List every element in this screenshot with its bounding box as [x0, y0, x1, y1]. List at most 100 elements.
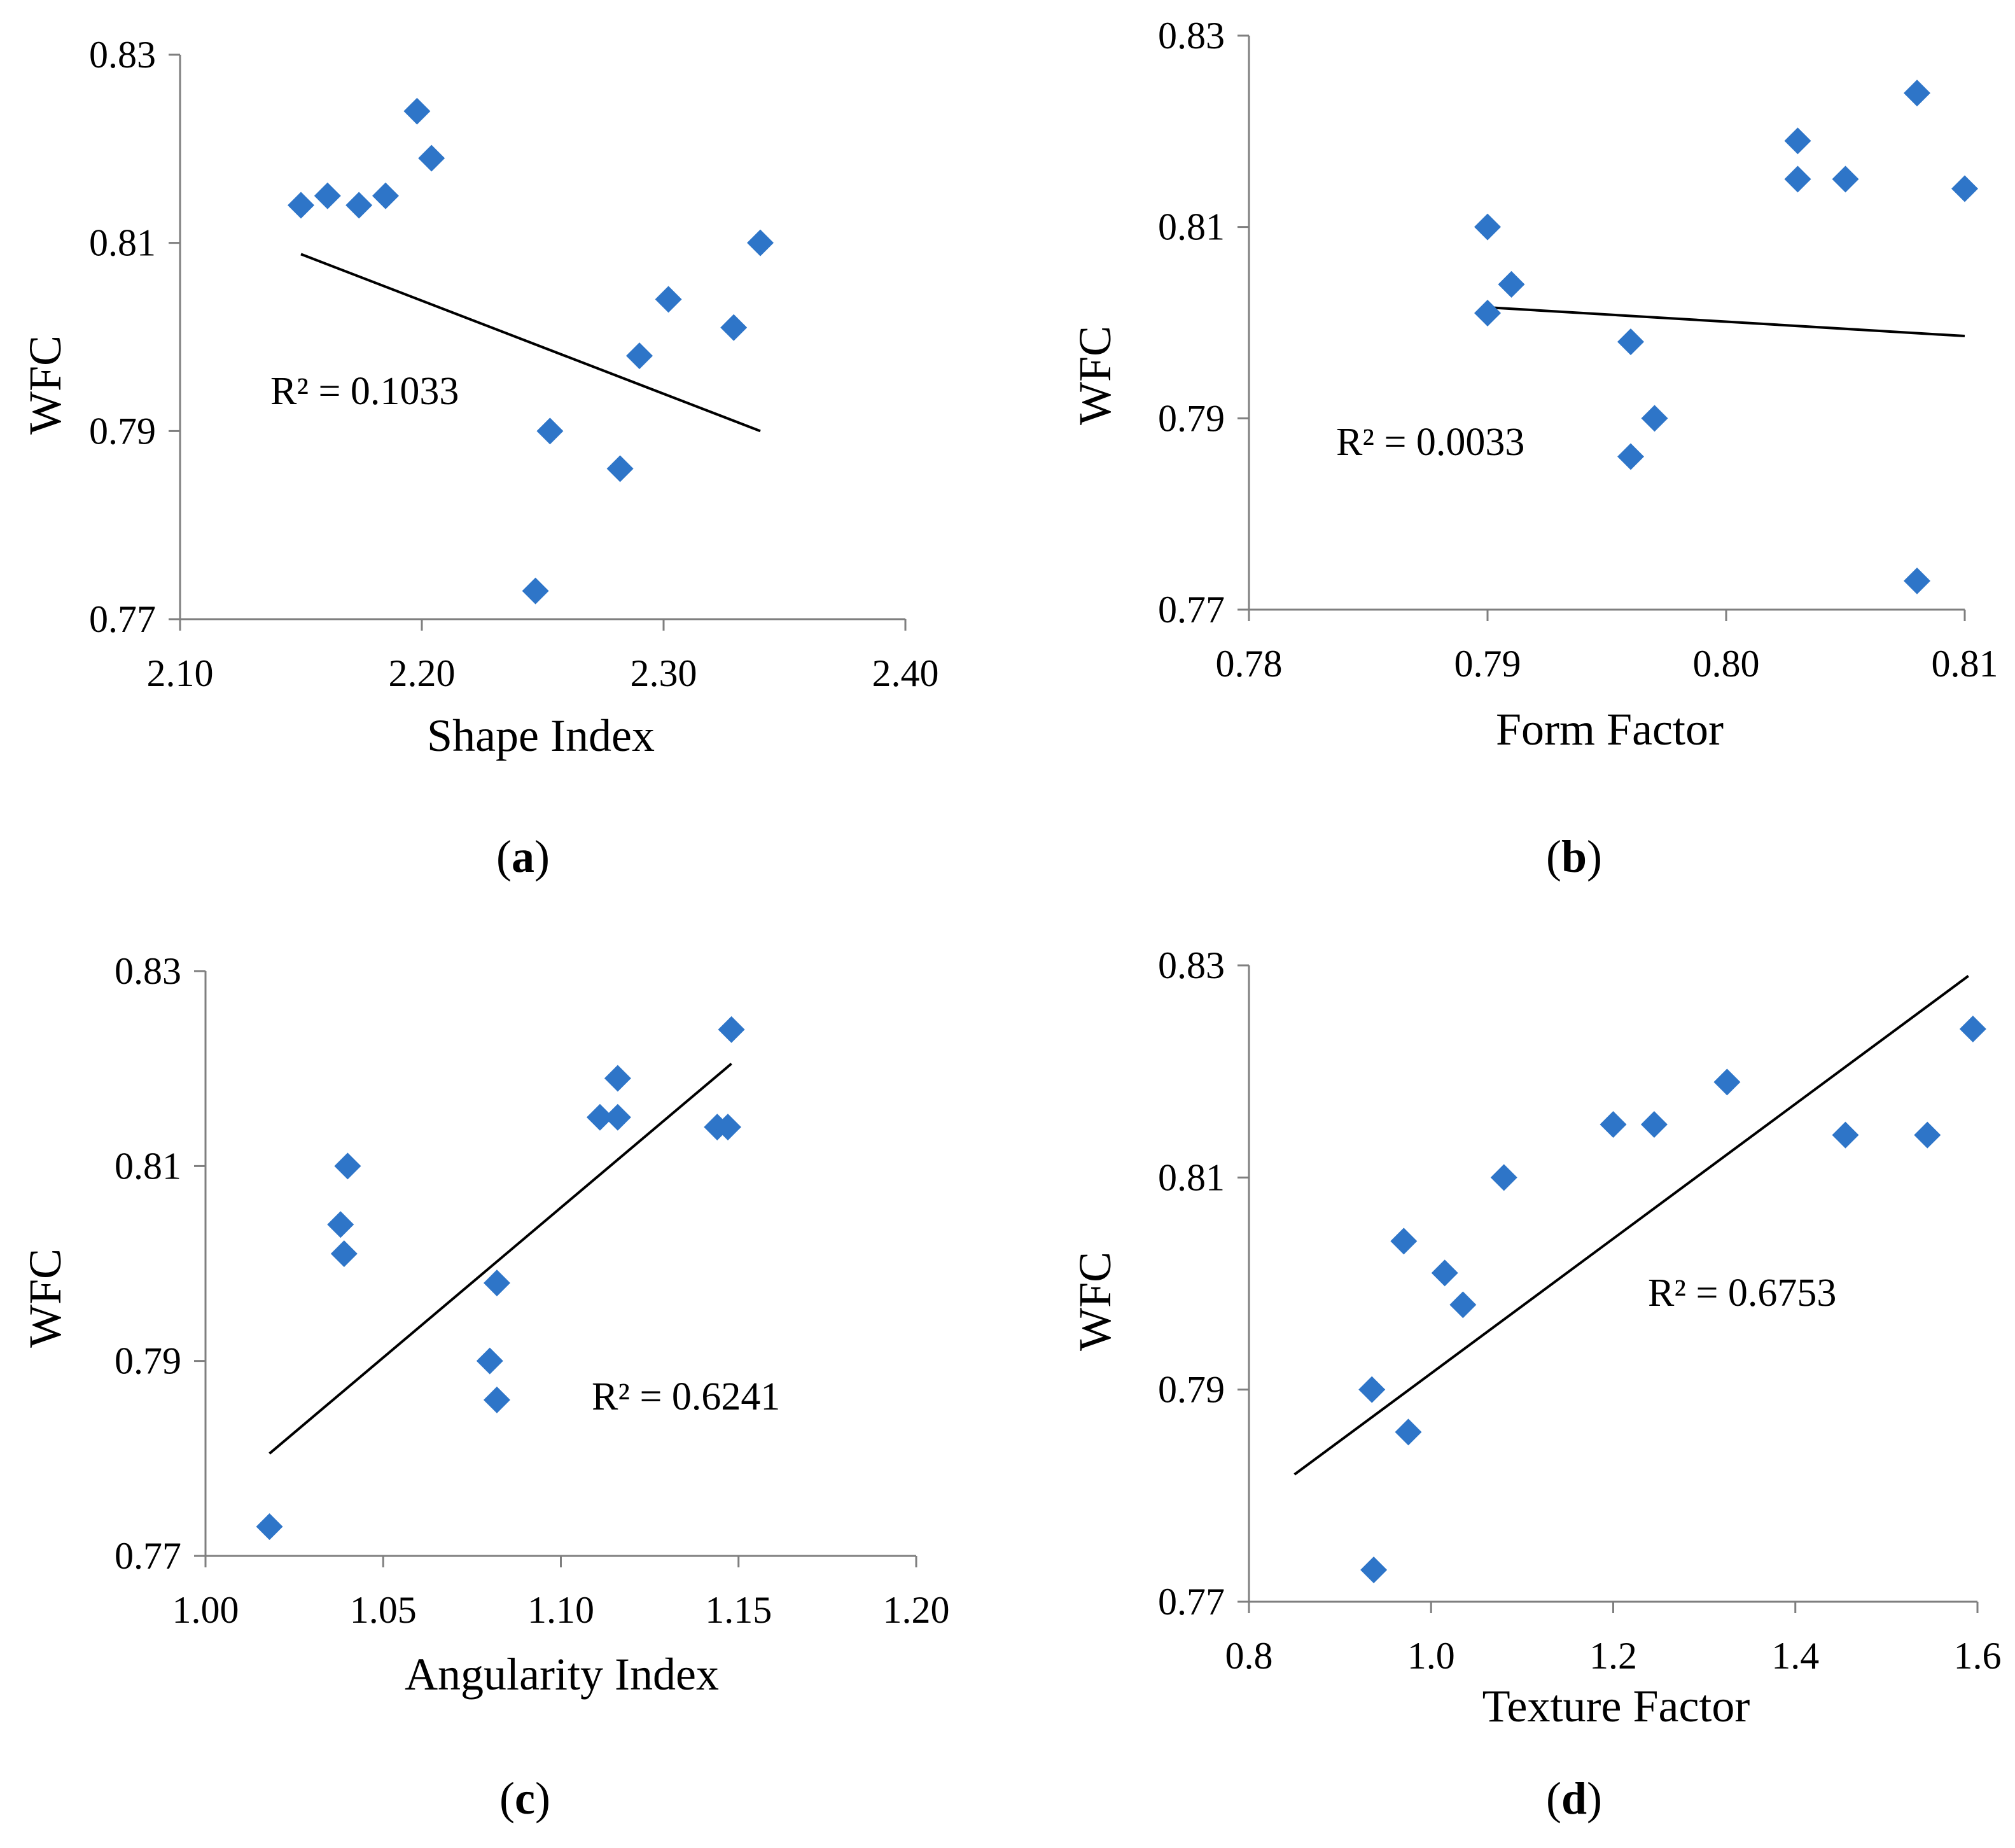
data-point: [536, 417, 564, 445]
data-point: [626, 342, 653, 370]
y-tick-label: 0.79: [1158, 397, 1225, 439]
data-point: [483, 1270, 510, 1297]
y-tick-label: 0.79: [115, 1340, 181, 1382]
panel-caption: (d): [1546, 1773, 1602, 1824]
trendline: [1293, 975, 1969, 1476]
x-tick-label: 1.20: [883, 1589, 950, 1631]
y-tick-label: 0.83: [89, 34, 156, 76]
data-point: [330, 1240, 358, 1268]
x-tick-label: 2.10: [147, 652, 214, 694]
y-axis-label: WFC: [20, 335, 71, 435]
data-point: [586, 1103, 613, 1131]
data-point: [372, 182, 399, 209]
panel-caption: (b): [1546, 831, 1602, 882]
x-tick-label: 0.80: [1693, 643, 1760, 685]
r-squared-annotation: R² = 0.0033: [1336, 421, 1524, 464]
y-tick-label: 0.77: [1158, 1581, 1225, 1623]
r-squared-annotation: R² = 0.6753: [1648, 1271, 1836, 1315]
x-tick-label: 1.0: [1407, 1635, 1455, 1677]
y-tick-label: 0.79: [1158, 1369, 1225, 1411]
y-tick-label: 0.81: [89, 222, 156, 264]
data-point: [606, 455, 634, 482]
data-point: [714, 1114, 741, 1141]
data-point: [1617, 443, 1644, 470]
y-axis-label: WFC: [20, 1249, 71, 1348]
x-axis-label: Angularity Index: [405, 1649, 719, 1700]
data-point: [1474, 299, 1501, 326]
x-axis-label: Shape Index: [427, 710, 655, 761]
x-tick-label: 2.30: [631, 652, 697, 694]
data-point: [403, 97, 431, 125]
data-point: [1498, 270, 1525, 298]
y-tick-label: 0.81: [1158, 206, 1225, 248]
data-point: [314, 182, 341, 209]
data-point: [1640, 1111, 1668, 1138]
x-tick-label: 0.81: [1932, 643, 1998, 685]
y-tick-label: 0.77: [1158, 589, 1225, 631]
data-point: [1832, 165, 1859, 193]
x-tick-label: 2.20: [389, 652, 456, 694]
data-point: [604, 1065, 631, 1092]
data-point: [720, 314, 748, 341]
data-point: [1490, 1164, 1517, 1191]
x-tick-label: 1.05: [350, 1589, 417, 1631]
data-point: [1360, 1557, 1388, 1583]
y-tick-label: 0.81: [115, 1145, 181, 1187]
data-point: [1474, 213, 1501, 241]
r-squared-annotation: R² = 0.1033: [270, 370, 459, 413]
trendline: [1487, 305, 1965, 338]
data-point: [1713, 1068, 1741, 1096]
y-tick-label: 0.77: [115, 1535, 181, 1577]
chart-panel-a: 0.77 0.79 0.81 0.83 2.10 2.20 2.30 2.40 Shape In…: [20, 34, 939, 882]
data-point: [718, 1016, 745, 1043]
chart-panel-c: 0.77 0.79 0.81 0.83 1.00 1.05 1.10 1.15 1.20 Angu…: [20, 950, 950, 1824]
data-point: [604, 1103, 631, 1131]
y-axis-label: WFC: [1070, 326, 1120, 425]
x-tick-label: 1.15: [705, 1589, 772, 1631]
data-point: [1951, 175, 1978, 202]
x-tick-label: 1.4: [1771, 1635, 1819, 1677]
data-point: [655, 286, 682, 313]
r-squared-annotation: R² = 0.6241: [592, 1375, 780, 1418]
y-tick-label: 0.83: [115, 950, 181, 992]
data-point: [476, 1347, 503, 1375]
chart-panel-b: 0.77 0.79 0.81 0.83 0.78 0.79 0.80 0.81 Form Fac…: [1070, 15, 1998, 882]
data-point: [1449, 1291, 1477, 1319]
x-tick-label: 1.6: [1954, 1635, 2002, 1677]
data-point: [1358, 1376, 1386, 1403]
data-point: [345, 192, 373, 219]
y-axis-label: WFC: [1070, 1252, 1120, 1351]
data-point: [1832, 1121, 1859, 1149]
data-point: [522, 577, 549, 605]
x-axis-label: Form Factor: [1496, 704, 1724, 755]
data-point: [256, 1513, 283, 1541]
data-point: [1641, 405, 1668, 432]
data-point: [1784, 127, 1811, 155]
data-point: [1914, 1121, 1941, 1149]
data-point: [1431, 1259, 1458, 1287]
data-point: [418, 144, 445, 172]
trendline: [268, 1062, 732, 1455]
x-tick-label: 1.2: [1589, 1635, 1637, 1677]
data-point: [1600, 1111, 1627, 1138]
data-point: [327, 1211, 354, 1238]
data-point: [1904, 80, 1930, 107]
data-point: [1395, 1418, 1422, 1446]
y-tick-label: 0.83: [1158, 944, 1225, 986]
chart-panel-d: 0.77 0.79 0.81 0.83 0.8 1.0 1.2 1.4 1.6 Texture F…: [1070, 944, 2002, 1824]
y-tick-label: 0.77: [89, 598, 156, 640]
x-tick-label: 1.10: [527, 1589, 594, 1631]
y-tick-label: 0.81: [1158, 1156, 1225, 1198]
x-axis-label: Texture Factor: [1482, 1681, 1750, 1732]
panel-caption: (a): [496, 831, 550, 882]
data-point: [747, 229, 774, 256]
x-tick-label: 0.8: [1225, 1635, 1273, 1677]
x-tick-label: 0.79: [1454, 643, 1521, 685]
x-tick-label: 2.40: [872, 652, 939, 694]
data-point: [1390, 1228, 1418, 1255]
x-tick-label: 1.00: [172, 1589, 239, 1631]
data-point: [483, 1386, 510, 1413]
x-tick-label: 0.78: [1216, 643, 1283, 685]
panel-caption: (c): [499, 1773, 550, 1824]
